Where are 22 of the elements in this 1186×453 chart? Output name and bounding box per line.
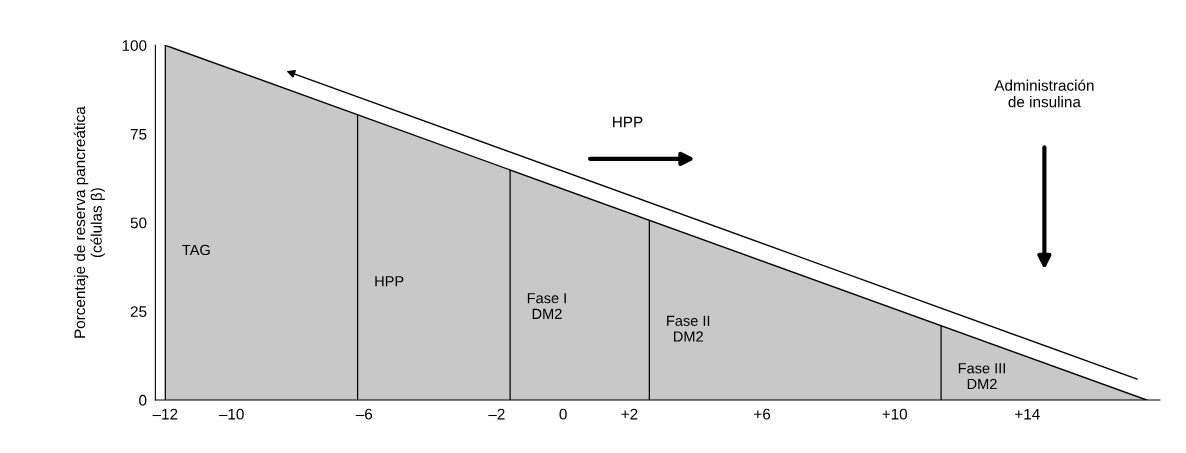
x-tick-label: +2 [621,408,638,420]
annotation: HPP [613,116,643,128]
y-tick-label: 75 [130,129,147,140]
x-tick-label: +6 [754,408,771,420]
x-tick-label: –2 [488,408,505,420]
ref-line-label: Fase I DM2 [527,293,566,319]
x-tick-label: –6 [355,408,373,420]
y-tick-label: 100 [122,40,147,51]
y-tick-label: 0 [139,394,147,406]
y-tick-label: 50 [130,217,147,229]
ref-line-label: Fase III DM2 [958,363,1005,389]
y-tick-label: 25 [130,306,147,318]
ref-line-label: HPP [375,276,404,287]
x-tick-label: –10 [218,408,244,420]
x-tick-label: +14 [1015,408,1040,420]
x-tick-label: 0 [559,408,567,420]
ref-line-label: Fase II DM2 [667,315,710,342]
ref-line-label: TAG [182,244,210,256]
x-tick-label: +10 [882,408,908,420]
x-tick-label: –12 [152,408,178,420]
annotation: Administración de insulina [994,79,1094,108]
y-axis-title: Porcentaje de reserva pancreática (células β) [73,106,105,338]
